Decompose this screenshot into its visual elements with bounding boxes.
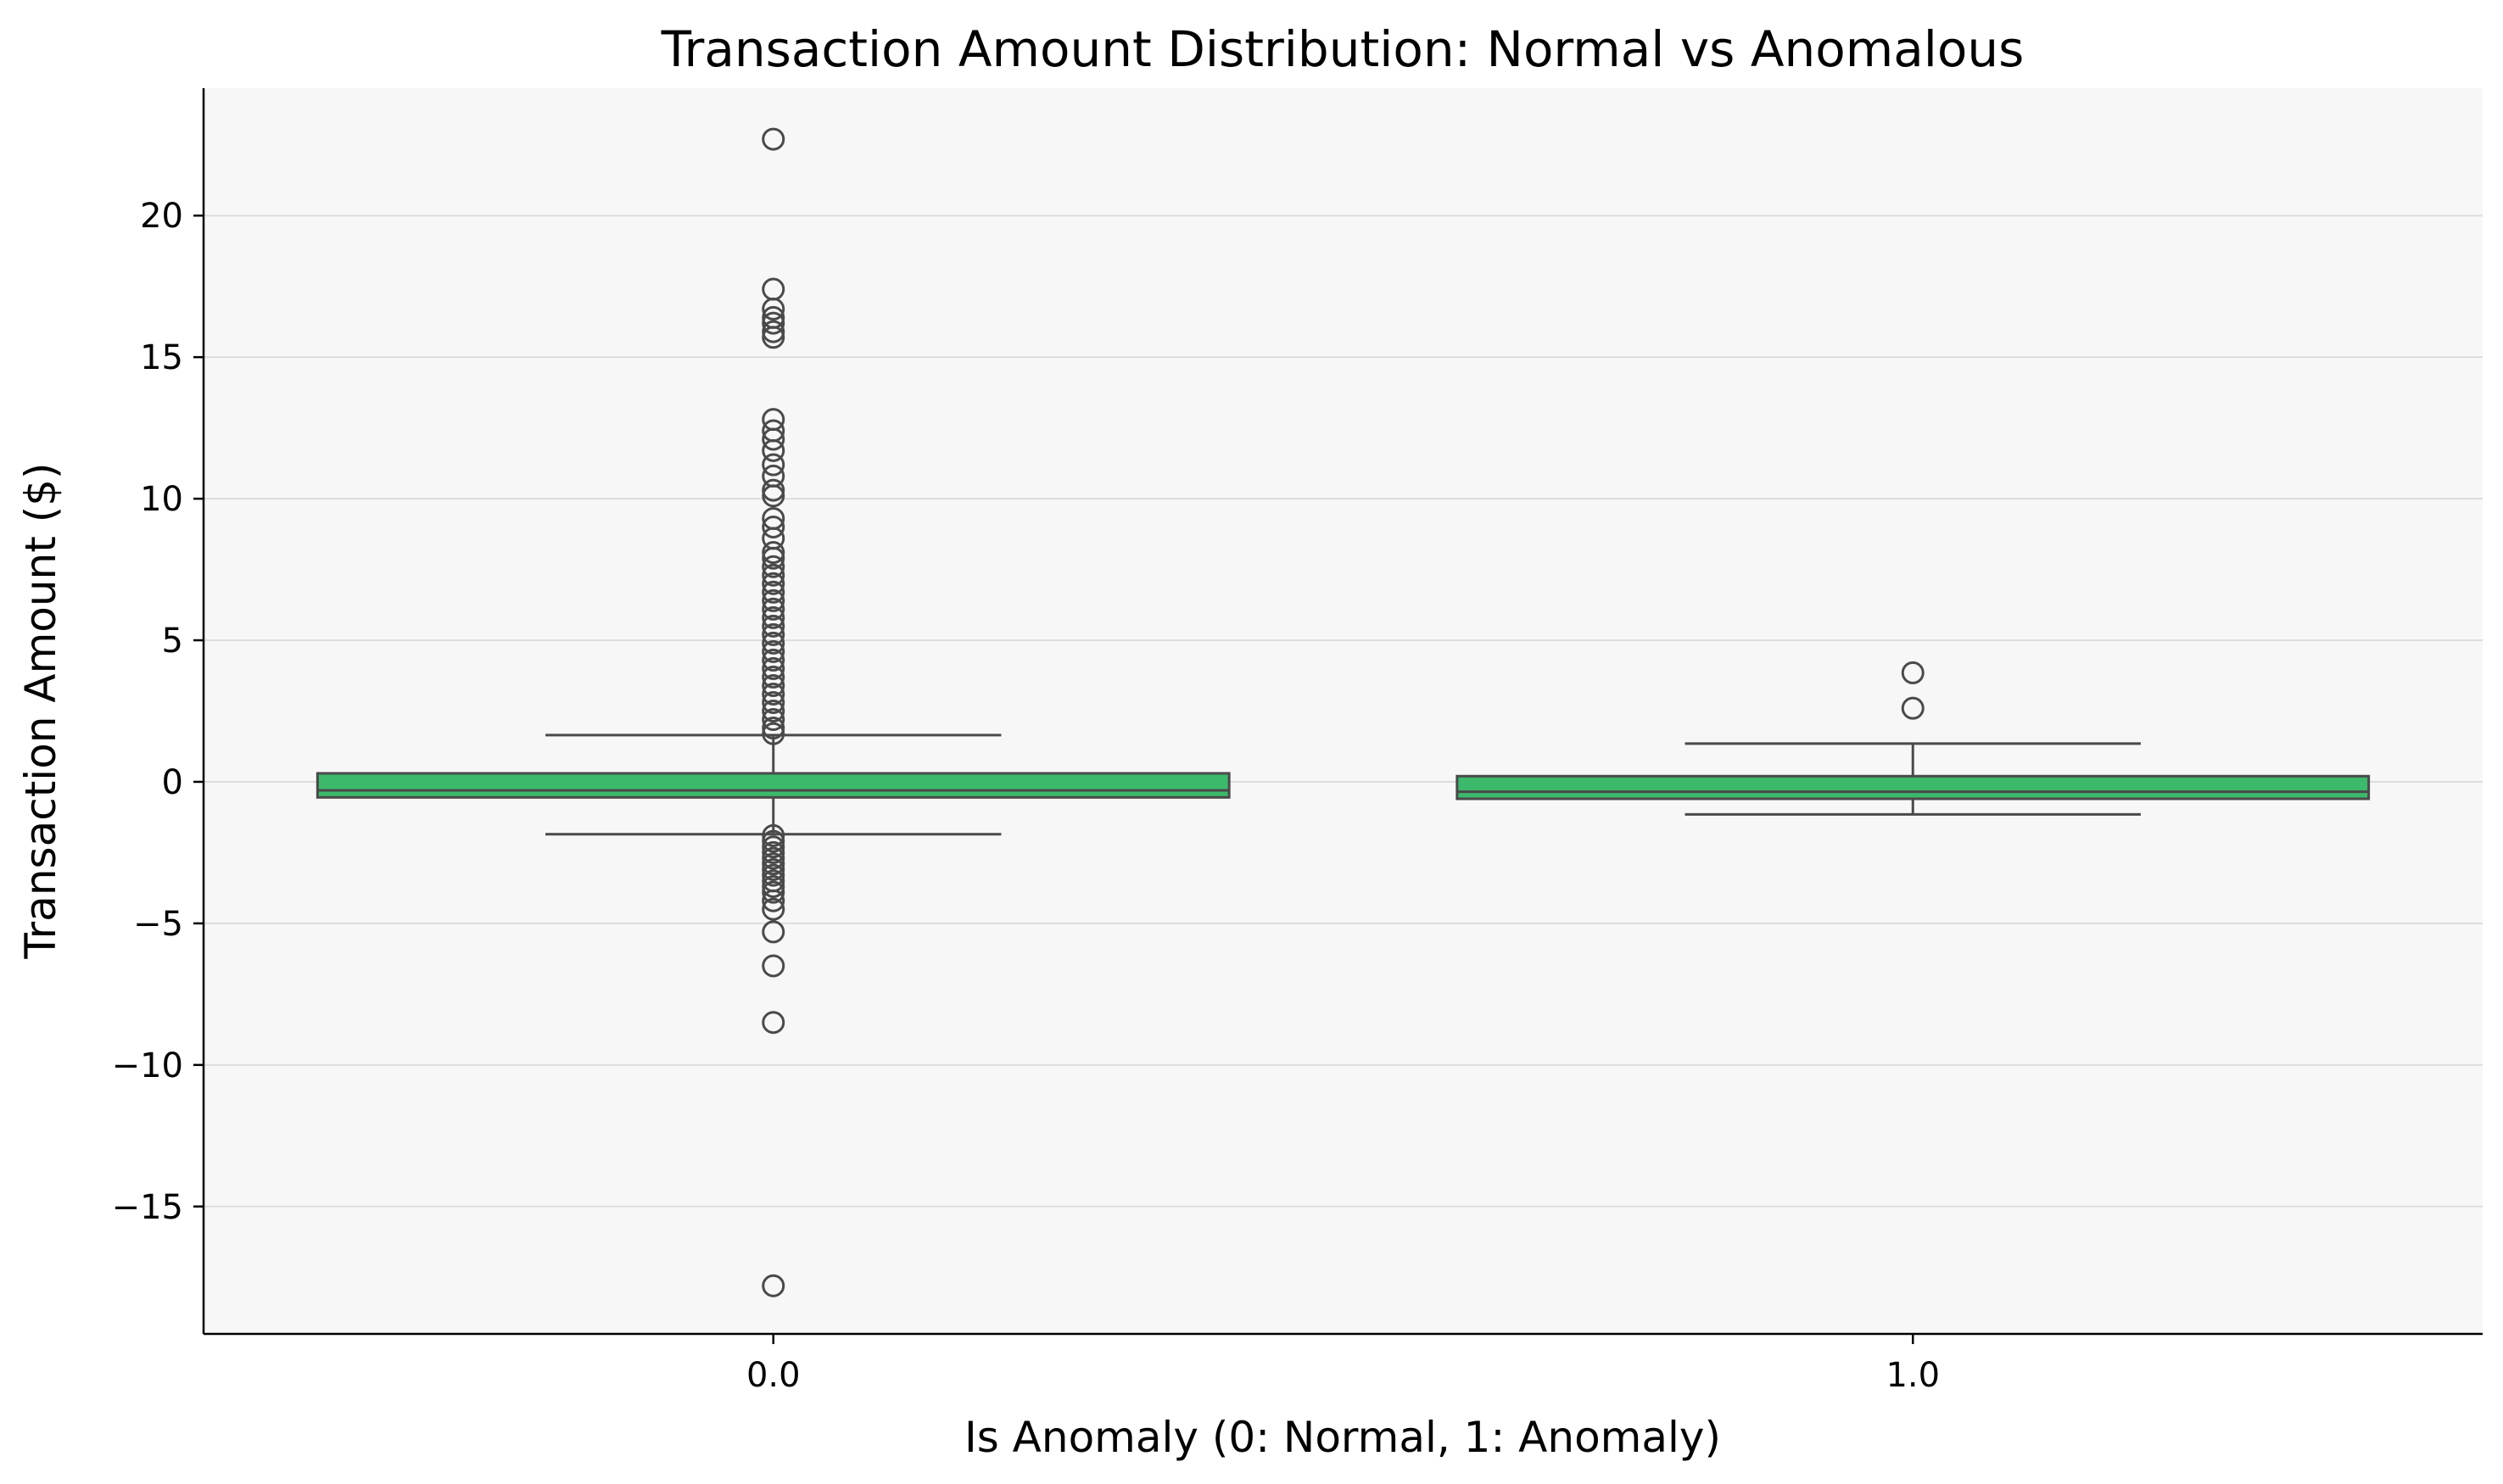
iqr-box [316, 772, 1231, 799]
outlier-point [762, 829, 785, 853]
outlier-point [762, 823, 785, 847]
outlier-point [762, 320, 785, 343]
outlier-point [762, 717, 785, 740]
outlier-point [762, 631, 785, 655]
y-tick-label: 10 [140, 480, 183, 519]
outlier-point [762, 427, 785, 451]
y-tick-label: 5 [162, 622, 183, 661]
outlier-point [762, 690, 785, 714]
iqr-box [1455, 774, 2371, 801]
outlier-point [762, 639, 785, 663]
outlier-point [762, 880, 785, 904]
outlier-point [762, 852, 785, 876]
box-group-0.0 [316, 127, 1231, 1297]
outlier-point [762, 708, 785, 732]
outlier-point [762, 682, 785, 706]
outlier-point [762, 127, 785, 151]
outlier-point [762, 605, 785, 629]
y-tick-label: −15 [112, 1188, 183, 1227]
outlier-point [762, 700, 785, 722]
outlier-point [762, 326, 785, 349]
outlier-point [762, 515, 785, 538]
outlier-point [762, 954, 785, 978]
y-tick-label: 0 [162, 763, 183, 802]
outlier-point [762, 1011, 785, 1035]
outlier-point [762, 563, 785, 587]
outlier-point [762, 648, 785, 672]
outlier-point [762, 614, 785, 638]
outlier-point [762, 580, 785, 604]
outlier-point [762, 673, 785, 697]
outlier-point [1901, 696, 1925, 720]
outlier-point [762, 622, 785, 646]
outlier-point [762, 863, 785, 887]
outlier-point [762, 920, 785, 944]
x-tick-label: 0.0 [746, 1356, 801, 1395]
y-tick-label: −5 [133, 905, 183, 944]
y-tick-label: −10 [112, 1046, 183, 1085]
boxes [316, 127, 2371, 1297]
outlier-point [762, 297, 785, 321]
outlier-point [762, 840, 785, 864]
box-group-1.0 [1455, 661, 2371, 816]
x-tick-label: 1.0 [1886, 1356, 1940, 1395]
outlier-point [762, 665, 785, 689]
outlier-point [1901, 661, 1925, 684]
outlier-point [762, 656, 785, 680]
outlier-point [762, 555, 785, 578]
outlier-point [762, 572, 785, 595]
outlier-point [762, 1274, 785, 1297]
y-axis-label: Transaction Amount ($) [16, 462, 65, 959]
x-axis-label: Is Anomaly (0: Normal, 1: Anomaly) [964, 1413, 1721, 1462]
outlier-point [762, 311, 785, 335]
outlier-point [762, 897, 785, 921]
outlier-point [762, 889, 785, 912]
plot-background [204, 88, 2483, 1334]
outlier-point [762, 478, 785, 502]
axes [202, 88, 2483, 1336]
outlier-point [762, 453, 785, 477]
outlier-point [762, 857, 785, 881]
outlier-point [762, 589, 785, 612]
outlier-point [762, 546, 785, 570]
outlier-point [762, 874, 785, 898]
ticks: −15 −10 −5 0 5 10 15 20 0.0 1.0 [112, 197, 1940, 1395]
y-tick-label: 15 [140, 338, 183, 377]
outlier-point [762, 438, 785, 462]
chart-title: Transaction Amount Distribution: Normal … [661, 20, 2025, 78]
outlier-point [762, 597, 785, 621]
outlier-point [762, 541, 785, 565]
outlier-point [762, 835, 785, 859]
y-tick-label: 20 [140, 197, 183, 236]
outlier-point [762, 722, 785, 745]
outlier-point [762, 846, 785, 870]
outlier-point [762, 484, 785, 508]
